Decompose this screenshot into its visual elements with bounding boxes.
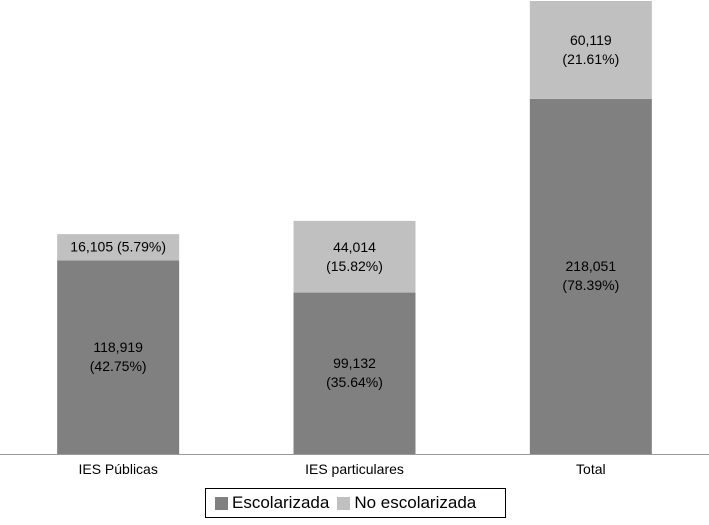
legend-label-escolarizada: Escolarizada <box>232 493 330 512</box>
legend-item-escolarizada: Escolarizada <box>215 493 329 513</box>
bar-escolarizada-2 <box>529 98 652 455</box>
data-label-escolarizada-0: 118,919 (42.75%) <box>89 339 147 375</box>
bar-no-escolarizada-0 <box>57 234 180 261</box>
legend-item-no-escolarizada: No escolarizada <box>337 493 476 513</box>
category-label-1: IES particulares <box>305 461 404 477</box>
bar-escolarizada-0 <box>57 260 180 454</box>
data-label-escolarizada-1: 99,132 (35.64%) <box>326 355 383 391</box>
category-label-2: Total <box>576 461 606 477</box>
data-label-no-escolarizada-0: 16,105 (5.79%) <box>70 238 167 255</box>
bar-no-escolarizada-2 <box>529 1 652 99</box>
data-label-escolarizada-2: 218,051 (78.39%) <box>562 258 620 294</box>
category-label-0: IES Públicas <box>78 461 158 477</box>
data-label-no-escolarizada-1: 44,014 (15.82%) <box>326 238 383 274</box>
legend-swatch-no-escolarizada <box>337 496 351 510</box>
legend-swatch-escolarizada <box>215 496 228 510</box>
bar-escolarizada-1 <box>293 292 416 454</box>
legend: Escolarizada No escolarizada <box>205 488 506 518</box>
data-label-no-escolarizada-2: 60,119 (21.61%) <box>562 31 620 67</box>
bar-no-escolarizada-1 <box>293 220 416 293</box>
legend-label-no-escolarizada: No escolarizada <box>354 493 477 512</box>
